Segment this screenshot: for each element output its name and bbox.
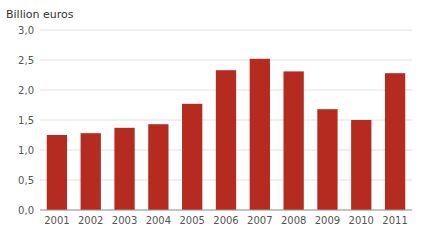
x-tick-label: 2002 (78, 215, 103, 226)
y-tick-label: 3,0 (18, 25, 34, 36)
bar (216, 70, 236, 210)
grid-line (40, 30, 412, 31)
y-tick-label: 0,5 (18, 175, 34, 186)
bar (47, 135, 67, 210)
bars (47, 59, 405, 210)
bar (182, 104, 202, 210)
chart: 0,00,51,01,52,02,53,02001200220032004200… (0, 0, 424, 234)
x-tick-label: 2010 (349, 215, 374, 226)
bar (283, 71, 303, 210)
bar (148, 124, 168, 210)
x-axis: 2001 2002 2003 2004 2005 2006 2007 2008 2009 2010… (40, 210, 412, 226)
bar (317, 109, 337, 210)
x-tick-label: 2007 (247, 215, 272, 226)
y-tick-label: 1,0 (18, 145, 34, 156)
grid-line (40, 210, 412, 211)
x-tick-label: 2008 (281, 215, 306, 226)
x-axis-line (40, 210, 412, 211)
x-tick-label: 2011 (382, 215, 407, 226)
x-tick-label: 2006 (213, 215, 238, 226)
x-tick-label: 2005 (179, 215, 204, 226)
y-axis: 0,0 0,5 1,0 1,5 2,0 2,5 3,0 (18, 25, 412, 216)
bar (114, 128, 134, 210)
x-tick-label: 2003 (112, 215, 137, 226)
bar (351, 120, 371, 210)
bar (250, 59, 270, 210)
x-tick-label: 2001 (44, 215, 69, 226)
y-tick-label: 1,5 (18, 115, 34, 126)
y-axis-label: Billion euros (6, 8, 74, 21)
y-tick-label: 2,5 (18, 55, 34, 66)
bar (81, 133, 101, 210)
y-tick-label: 2,0 (18, 85, 34, 96)
y-tick-label: 0,0 (18, 205, 34, 216)
grid-line (40, 60, 412, 61)
bar (385, 73, 405, 210)
x-tick-label: 2009 (315, 215, 340, 226)
x-tick-label: 2004 (146, 215, 171, 226)
chart-container: 0,00,51,01,52,02,53,02001200220032004200… (0, 0, 424, 234)
